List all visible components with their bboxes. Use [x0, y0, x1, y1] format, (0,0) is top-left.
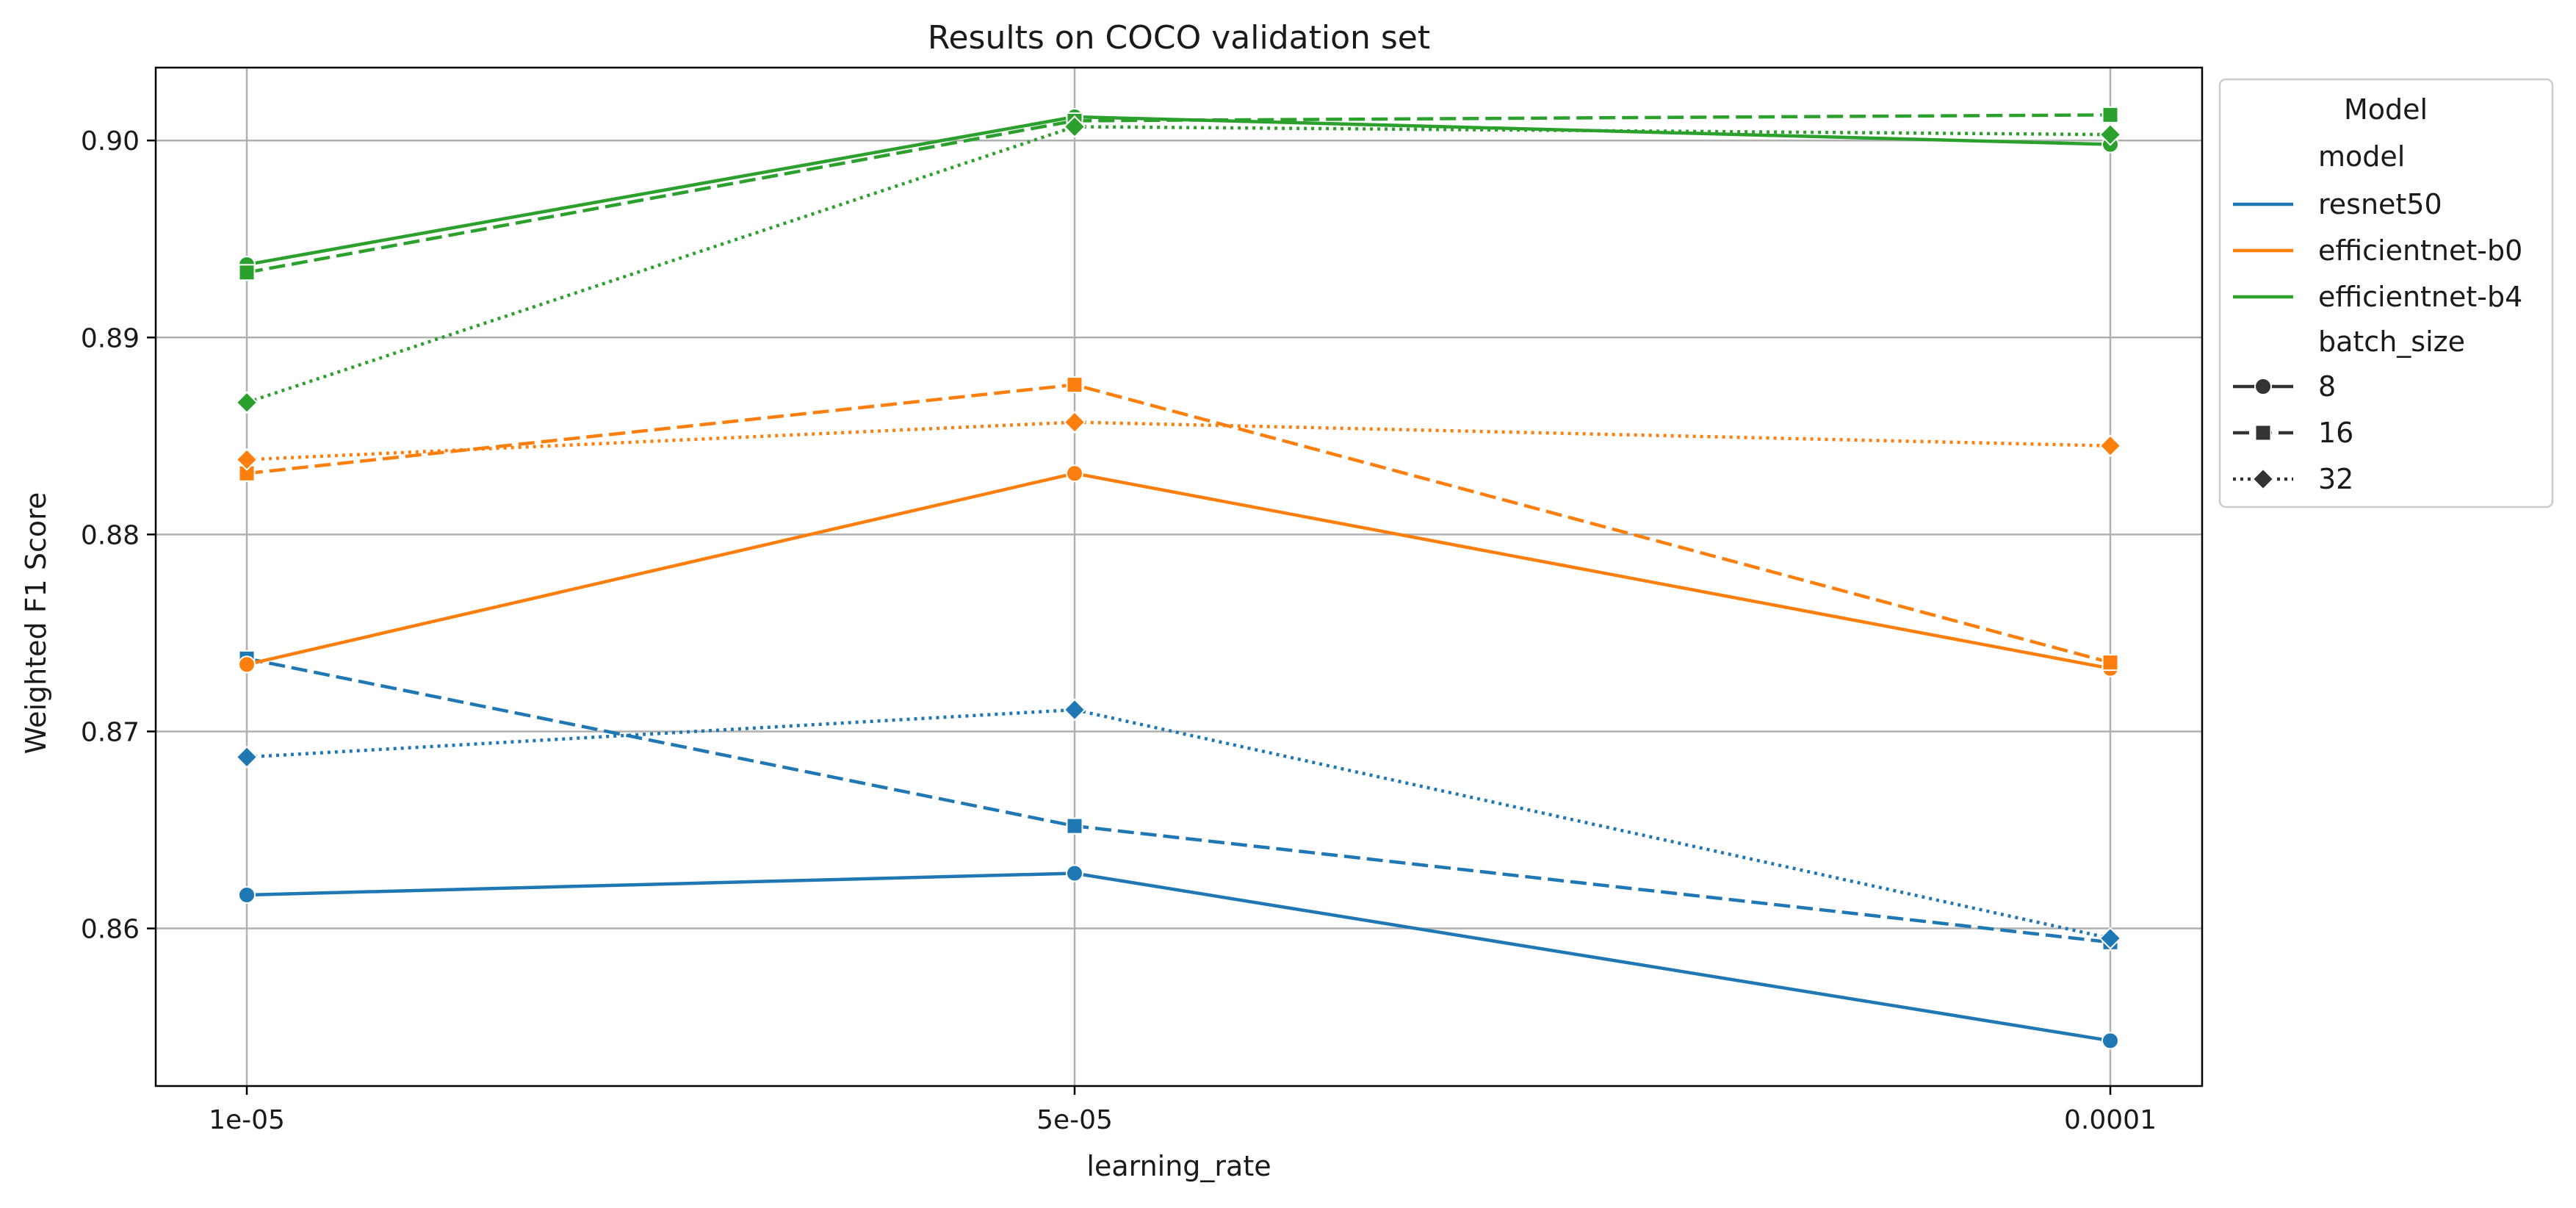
legend-title: Model [2344, 93, 2428, 126]
legend-label-resnet50: resnet50 [2318, 188, 2442, 220]
legend-label-efficientnet-b4: efficientnet-b4 [2318, 281, 2522, 313]
data-point [2099, 434, 2122, 458]
legend-label-efficientnet-b0: efficientnet-b0 [2318, 234, 2522, 267]
grid [156, 68, 2202, 1086]
x-tick-label: 5e-05 [1036, 1105, 1113, 1135]
y-tick-label: 0.86 [81, 915, 140, 945]
axis-ticks: 0.86 0.87 0.88 0.89 0.90 1e-05 5e-05 0.0001 [81, 126, 2157, 1135]
y-tick-label: 0.87 [81, 717, 140, 747]
y-tick-label: 0.89 [81, 323, 140, 353]
series-efficientnet-b0-bs32 [235, 411, 2122, 471]
data-point [238, 655, 256, 674]
series-line [246, 420, 2111, 461]
series-resnet50-bs32 [235, 698, 2122, 950]
data-point [235, 391, 259, 414]
series-line [246, 472, 2111, 670]
y-tick-label: 0.88 [81, 520, 140, 550]
data-point [1066, 376, 1083, 394]
series-line [246, 871, 2111, 1043]
series-line [246, 125, 2111, 404]
series-line [246, 113, 2111, 275]
series-resnet50-bs16 [238, 650, 2119, 951]
x-tick-label: 0.0001 [2064, 1105, 2157, 1135]
series-line [246, 657, 2111, 944]
plot-frame [154, 66, 2204, 1087]
data-point [2099, 927, 2122, 950]
data-point [235, 745, 259, 769]
y-tick-label: 0.90 [81, 126, 140, 157]
data-point [238, 885, 256, 904]
data-point [2099, 123, 2122, 146]
series-efficientnet-b4-bs32 [235, 115, 2122, 414]
series-resnet50-bs8 [238, 864, 2119, 1050]
legend-label-batch-8: 8 [2318, 370, 2336, 403]
x-tick-label: 1e-05 [209, 1105, 285, 1135]
y-axis-label: Weighted F1 Score [20, 492, 52, 755]
legend-marker-batch-16 [2254, 424, 2272, 442]
legend: Model model batch_size resnet50 efficient… [2218, 78, 2554, 508]
data-point [1066, 864, 1083, 882]
data-point [1063, 115, 1086, 138]
data-point [1063, 411, 1086, 434]
series-line [246, 383, 2111, 664]
legend-style-title: batch_size [2318, 326, 2465, 358]
legend-marker-batch-32 [2251, 467, 2275, 491]
legend-marker-batch-8 [2254, 378, 2272, 395]
x-axis-label: learning_rate [1086, 1150, 1271, 1182]
data-point [1066, 817, 1083, 835]
data-point [235, 448, 259, 471]
data-point [2101, 106, 2119, 123]
legend-entries: resnet50 efficientnet-b0 efficientnet-b4 8 1… [2233, 188, 2522, 495]
legend-hue-title: model [2318, 140, 2405, 173]
legend-frame [2218, 78, 2554, 508]
series-group [235, 106, 2122, 1050]
data-point [1066, 464, 1083, 483]
series-efficientnet-b0-bs16 [238, 376, 2119, 672]
data-point [2101, 654, 2119, 672]
series-efficientnet-b0-bs8 [238, 464, 2119, 677]
series-line [246, 115, 2111, 267]
legend-label-batch-16: 16 [2318, 417, 2353, 449]
data-point [2101, 1032, 2119, 1050]
data-point [238, 264, 256, 281]
series-line [246, 708, 2111, 941]
chart-title: Results on COCO validation set [928, 19, 1430, 57]
series-efficientnet-b4-bs16 [238, 106, 2119, 281]
series-efficientnet-b4-bs8 [238, 108, 2119, 274]
legend-label-batch-32: 32 [2318, 463, 2353, 495]
data-point [1063, 698, 1086, 722]
